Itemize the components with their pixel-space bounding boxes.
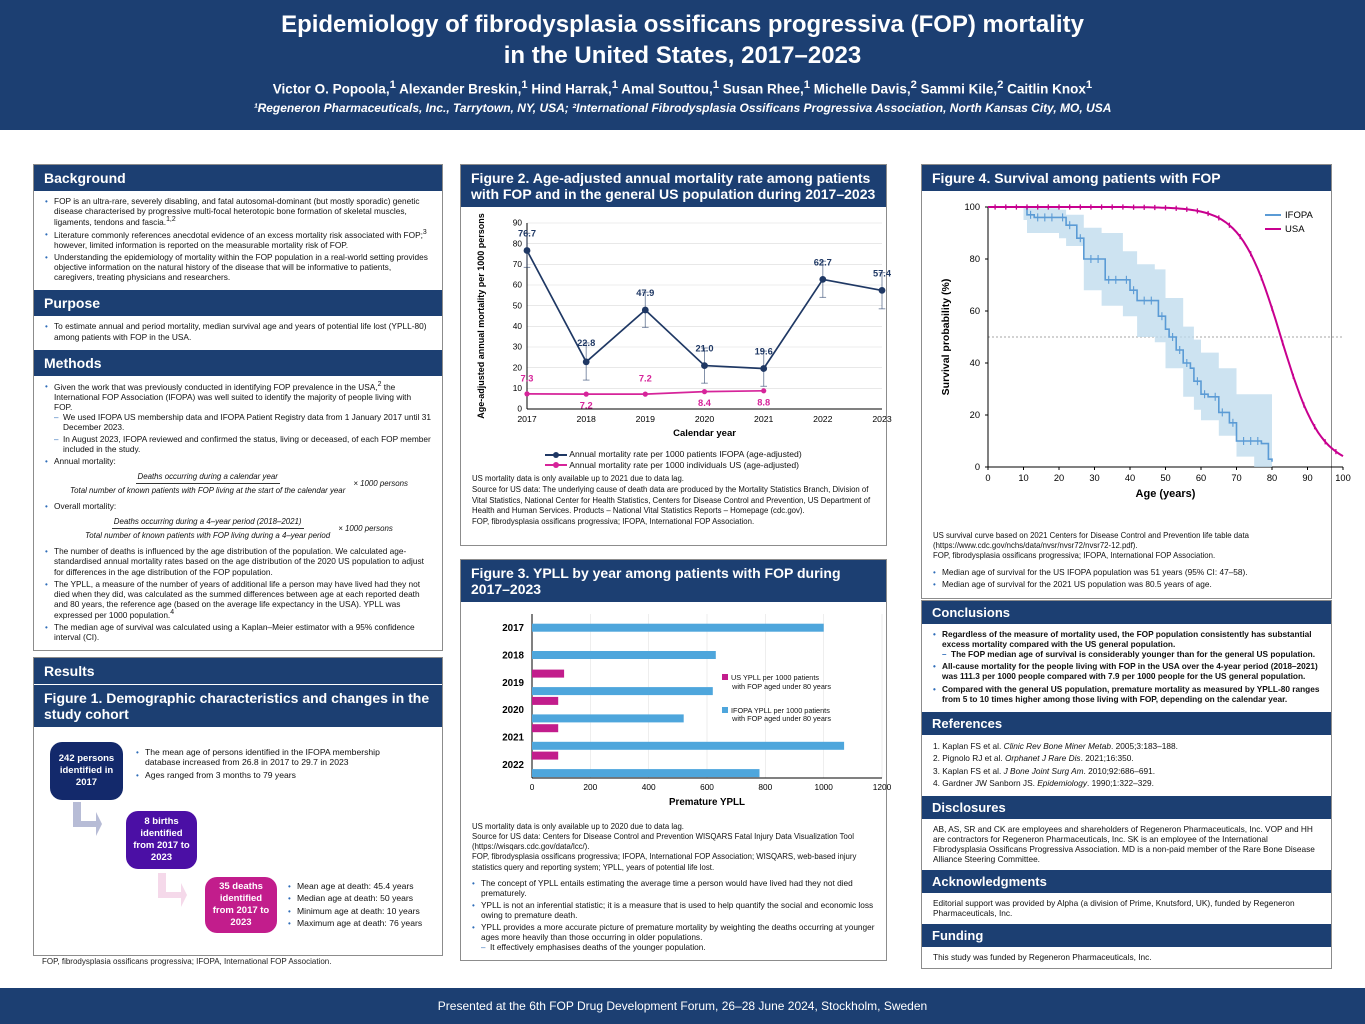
svg-text:800: 800 [758,782,772,792]
svg-text:62.7: 62.7 [814,257,832,267]
svg-text:80: 80 [1267,473,1277,483]
svg-text:Survival probability (%): Survival probability (%) [940,279,952,396]
svg-text:60: 60 [1196,473,1206,483]
svg-text:7.2: 7.2 [580,401,593,411]
svg-text:47.9: 47.9 [636,288,654,298]
svg-text:7.3: 7.3 [521,373,534,383]
svg-text:1200: 1200 [873,782,892,792]
svg-text:100: 100 [1335,473,1351,483]
svg-text:Calendar year: Calendar year [673,428,736,439]
svg-text:2020: 2020 [502,705,524,716]
svg-text:30: 30 [513,342,523,352]
svg-text:60: 60 [513,280,523,290]
svg-text:19.6: 19.6 [755,347,773,357]
svg-text:100: 100 [964,202,980,212]
svg-text:90: 90 [513,218,523,228]
svg-text:2022: 2022 [813,414,832,424]
svg-text:USA: USA [1285,224,1305,235]
svg-text:80: 80 [970,254,980,264]
svg-text:22.8: 22.8 [577,338,595,348]
svg-text:60: 60 [970,306,980,316]
svg-text:20: 20 [970,410,980,420]
svg-text:70: 70 [1231,473,1241,483]
svg-text:2019: 2019 [502,678,524,689]
svg-text:2021: 2021 [754,414,773,424]
svg-text:10: 10 [1018,473,1028,483]
svg-text:80: 80 [513,238,523,248]
svg-text:2023: 2023 [872,414,891,424]
svg-text:20: 20 [513,362,523,372]
svg-text:57.4: 57.4 [873,268,892,278]
svg-text:IFOPA: IFOPA [1285,210,1313,221]
svg-text:90: 90 [1302,473,1312,483]
svg-text:1000: 1000 [814,782,833,792]
svg-text:8.8: 8.8 [757,397,770,407]
svg-text:2017: 2017 [517,414,536,424]
svg-text:0: 0 [985,473,990,483]
svg-text:50: 50 [1160,473,1170,483]
svg-text:200: 200 [583,782,597,792]
svg-text:0: 0 [517,404,522,414]
svg-text:30: 30 [1089,473,1099,483]
svg-text:2019: 2019 [636,414,655,424]
svg-text:Age-adjusted annual mortality: Age-adjusted annual mortality per 1000 p… [476,213,486,419]
svg-text:2021: 2021 [502,733,524,744]
svg-text:0: 0 [530,782,535,792]
svg-text:7.2: 7.2 [639,374,652,384]
svg-text:600: 600 [700,782,714,792]
svg-text:2018: 2018 [502,651,524,662]
svg-text:2022: 2022 [502,760,524,771]
svg-text:40: 40 [970,358,980,368]
svg-text:2018: 2018 [577,414,596,424]
svg-text:10: 10 [513,383,523,393]
svg-text:40: 40 [513,321,523,331]
svg-text:20: 20 [1054,473,1064,483]
svg-text:50: 50 [513,300,523,310]
svg-text:21.0: 21.0 [695,344,713,354]
svg-text:2017: 2017 [502,623,524,634]
svg-text:40: 40 [1125,473,1135,483]
svg-text:400: 400 [642,782,656,792]
svg-text:Premature YPLL: Premature YPLL [669,797,745,808]
svg-text:70: 70 [513,259,523,269]
svg-text:2020: 2020 [695,414,714,424]
svg-text:76.7: 76.7 [518,229,536,239]
svg-text:0: 0 [975,462,980,472]
svg-text:8.4: 8.4 [698,398,712,408]
svg-text:Age (years): Age (years) [1136,488,1196,500]
